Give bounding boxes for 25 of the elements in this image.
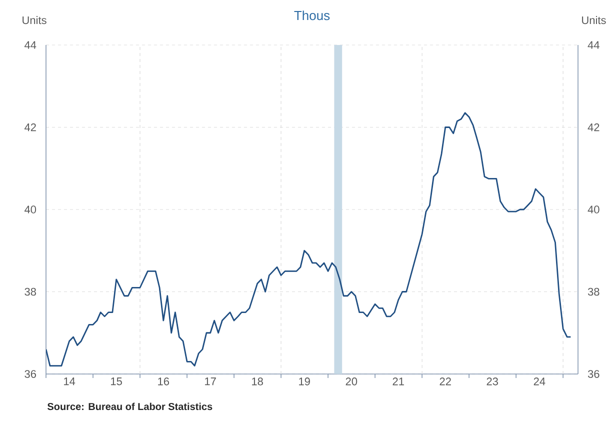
x-tick-label: 24 (534, 378, 546, 386)
y2-tick-label: 42 (588, 123, 600, 132)
x-tick-label: 16 (158, 378, 170, 386)
y2-axis-title: Units (582, 16, 606, 24)
y2-tick-label: 40 (588, 206, 600, 214)
x-tick-label: 23 (486, 378, 498, 386)
chart-title: Thous (294, 10, 330, 20)
y-axis-title: Units (22, 16, 46, 24)
x-tick-label: 19 (299, 378, 310, 386)
y-tick-label: 36 (24, 370, 36, 378)
x-tick-label: 22 (440, 378, 451, 386)
y2-tick-label: 38 (588, 288, 600, 296)
y-tick-label: 38 (24, 288, 36, 296)
y-tick-label: 40 (24, 206, 36, 214)
x-tick-label: 18 (252, 378, 263, 386)
text: Source: Bureau of Labor Statistics (47, 402, 212, 410)
x-tick-label: 20 (346, 378, 358, 386)
y-tick-label: 44 (24, 41, 36, 49)
x-tick-label: 17 (205, 378, 216, 386)
y2-tick-label: 36 (588, 370, 600, 378)
y2-tick-label: 44 (588, 41, 600, 49)
x-tick-label: 15 (111, 378, 122, 386)
y-tick-label: 42 (24, 123, 36, 132)
x-tick-label: 14 (64, 378, 76, 386)
x-tick-label: 21 (392, 378, 404, 386)
